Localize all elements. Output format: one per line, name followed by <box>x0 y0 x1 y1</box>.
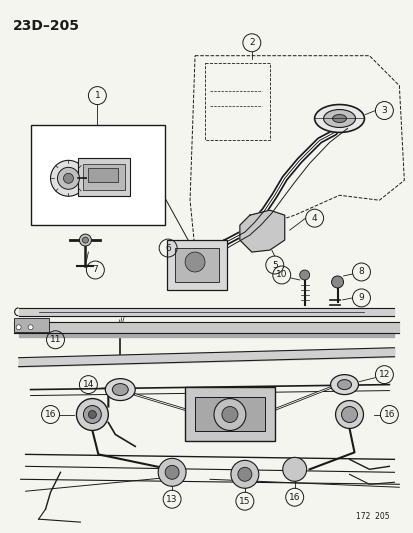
Text: 14: 14 <box>83 380 94 389</box>
Text: 172  205: 172 205 <box>355 512 389 521</box>
Text: 1: 1 <box>94 91 100 100</box>
Polygon shape <box>239 210 284 252</box>
Bar <box>78 158 130 196</box>
Circle shape <box>158 458 185 486</box>
Text: 9: 9 <box>358 293 363 302</box>
Ellipse shape <box>323 109 355 127</box>
Text: 16: 16 <box>288 492 300 502</box>
Circle shape <box>28 325 33 330</box>
Circle shape <box>237 467 251 481</box>
Text: 23D–205: 23D–205 <box>13 19 79 33</box>
Text: 4: 4 <box>311 214 317 223</box>
Ellipse shape <box>330 375 358 394</box>
Bar <box>167 240 226 290</box>
Text: 12: 12 <box>378 370 389 379</box>
Bar <box>88 168 118 182</box>
Circle shape <box>341 407 357 423</box>
Circle shape <box>221 407 237 423</box>
Text: 8: 8 <box>358 268 363 277</box>
Text: 6: 6 <box>165 244 171 253</box>
Circle shape <box>335 400 363 429</box>
Circle shape <box>83 406 101 424</box>
Circle shape <box>299 270 309 280</box>
Ellipse shape <box>112 384 128 395</box>
Circle shape <box>185 252 204 272</box>
Circle shape <box>331 276 343 288</box>
Text: 2: 2 <box>249 38 254 47</box>
Text: 13: 13 <box>166 495 178 504</box>
Bar <box>83 164 125 190</box>
Text: 3: 3 <box>381 106 386 115</box>
Ellipse shape <box>332 115 346 123</box>
Text: 7: 7 <box>92 265 98 274</box>
Ellipse shape <box>314 104 363 133</box>
Bar <box>14 318 48 332</box>
Circle shape <box>79 234 91 246</box>
Bar <box>195 397 264 431</box>
Bar <box>31 125 165 225</box>
Text: 16: 16 <box>383 410 394 419</box>
Circle shape <box>82 237 88 243</box>
Text: 16: 16 <box>45 410 56 419</box>
Text: 5: 5 <box>271 261 277 270</box>
Ellipse shape <box>105 378 135 400</box>
Text: 10: 10 <box>275 270 287 279</box>
Circle shape <box>50 160 86 196</box>
Text: 15: 15 <box>239 497 250 506</box>
Circle shape <box>57 167 79 189</box>
Circle shape <box>282 457 306 481</box>
Bar <box>185 386 274 441</box>
Text: 11: 11 <box>50 335 61 344</box>
Circle shape <box>76 399 108 431</box>
Circle shape <box>214 399 245 431</box>
Bar <box>175 248 218 282</box>
Circle shape <box>165 465 179 479</box>
Ellipse shape <box>337 379 351 390</box>
Circle shape <box>230 461 258 488</box>
Circle shape <box>16 325 21 330</box>
Circle shape <box>63 173 73 183</box>
Circle shape <box>88 410 96 418</box>
